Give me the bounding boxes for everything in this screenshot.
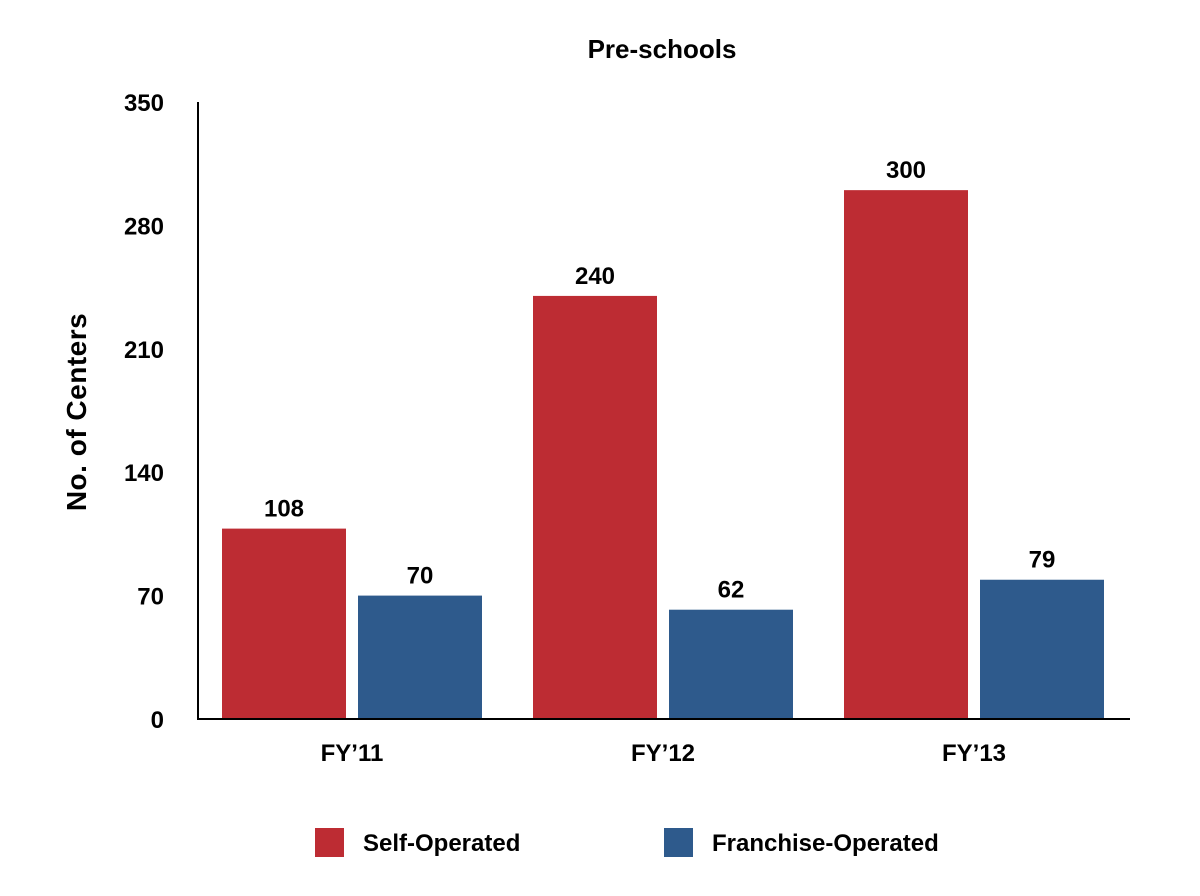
bar-franchise-operated [358,595,482,719]
y-tick-label: 140 [124,460,164,487]
legend-swatch-franchise-operated [664,828,693,857]
chart-title: Pre-schools [588,34,737,64]
y-tick-label: 210 [124,337,164,364]
bar-self-operated [533,295,657,719]
x-category-label: FY’11 [321,740,384,767]
x-category-label: FY’13 [942,740,1006,767]
bar-self-operated [222,528,346,719]
data-label: 240 [575,263,615,290]
data-label: 108 [264,496,304,523]
legend-label: Self-Operated [363,830,520,857]
legend-label: Franchise-Operated [712,830,939,857]
bars [222,190,1104,720]
data-label: 79 [1029,547,1056,574]
y-tick-label: 70 [137,584,164,611]
y-tick-label: 280 [124,213,164,240]
data-label: 62 [718,577,745,604]
bar-franchise-operated [980,579,1104,719]
data-label: 70 [407,563,434,590]
y-axis-label: No. of Centers [61,313,92,511]
y-tick-label: 0 [151,707,164,734]
bar-franchise-operated [669,609,793,719]
bar-self-operated [844,190,968,720]
legend: Self-Operated Franchise-Operated [315,828,939,857]
y-tick-label: 350 [124,90,164,117]
data-labels: 108 70 240 62 300 79 [264,157,1055,604]
legend-swatch-self-operated [315,828,344,857]
data-label: 300 [886,157,926,184]
x-axis-categories: FY’11 FY’12 FY’13 [321,740,1006,767]
x-category-label: FY’12 [631,740,695,767]
y-axis-ticks: 0 70 140 210 280 350 [124,90,164,734]
